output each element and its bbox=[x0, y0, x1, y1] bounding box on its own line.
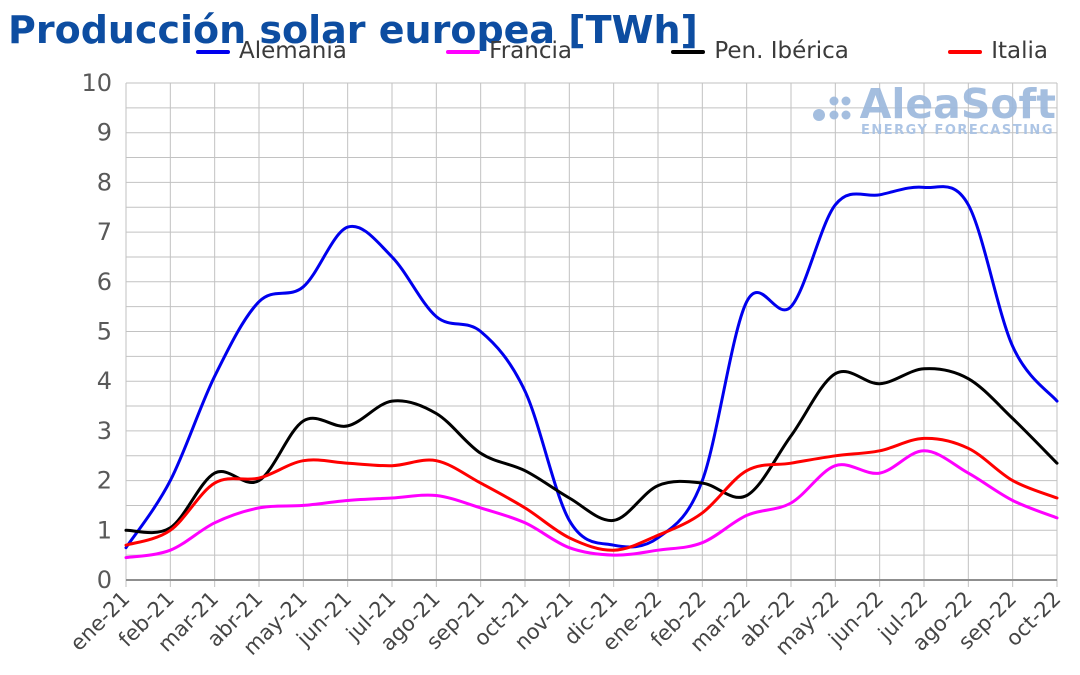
legend-item-francia: Francia bbox=[446, 40, 572, 63]
y-tick-label: 5 bbox=[97, 318, 112, 346]
chart-title: Producción solar europea [TWh] bbox=[8, 8, 698, 53]
y-tick-label: 1 bbox=[97, 516, 112, 544]
y-tick-label: 10 bbox=[81, 69, 112, 97]
legend-swatch-italia bbox=[948, 49, 983, 54]
legend-label-francia: Francia bbox=[489, 38, 572, 64]
series-line-francia bbox=[124, 449, 1059, 560]
series-line-italia bbox=[124, 436, 1059, 552]
legend-swatch-francia bbox=[446, 49, 481, 54]
y-tick-label: 0 bbox=[97, 566, 112, 594]
legend: Alemania Francia Pen. Ibérica Italia bbox=[196, 40, 1048, 63]
y-tick-label: 3 bbox=[97, 417, 112, 445]
y-tick-label: 7 bbox=[97, 218, 112, 246]
y-tick-label: 9 bbox=[97, 119, 112, 147]
legend-item-italia: Italia bbox=[948, 40, 1048, 63]
series-line-alemania bbox=[124, 185, 1059, 550]
y-tick-label: 8 bbox=[97, 168, 112, 196]
legend-label-pen-iberica: Pen. Ibérica bbox=[714, 38, 849, 64]
y-tick-label: 4 bbox=[97, 367, 112, 395]
legend-item-pen-iberica: Pen. Ibérica bbox=[671, 40, 849, 63]
legend-label-alemania: Alemania bbox=[239, 38, 347, 64]
legend-label-italia: Italia bbox=[991, 38, 1048, 64]
legend-item-alemania: Alemania bbox=[196, 40, 347, 63]
series-line-pen-ib-rica bbox=[124, 367, 1059, 535]
y-tick-label: 6 bbox=[97, 268, 112, 296]
legend-swatch-pen-iberica bbox=[671, 49, 706, 54]
y-tick-label: 2 bbox=[97, 467, 112, 495]
legend-swatch-alemania bbox=[196, 49, 230, 54]
